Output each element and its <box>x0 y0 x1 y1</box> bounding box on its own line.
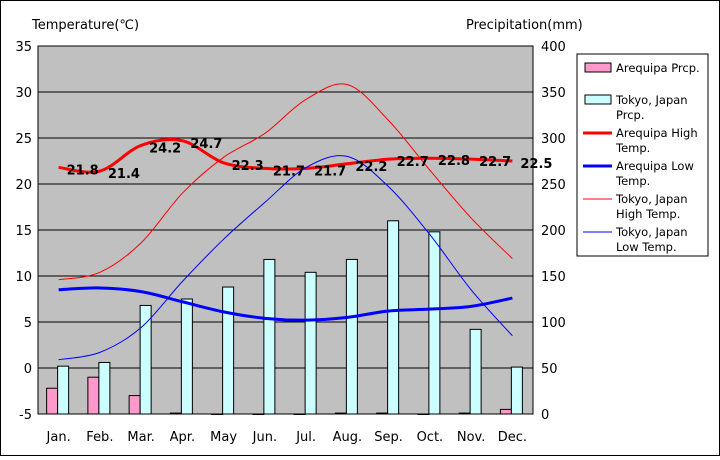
x-tick-label: Apr. <box>170 430 195 445</box>
left-tick-label: 30 <box>15 86 32 101</box>
bar <box>458 412 471 415</box>
bar <box>293 413 306 415</box>
bar <box>169 412 182 415</box>
bar <box>252 413 265 415</box>
left-tick-label: 5 <box>24 316 32 331</box>
data-label: 24.7 <box>190 137 222 152</box>
legend-label: Temp. <box>615 174 650 188</box>
left-tick-label: -5 <box>19 408 32 423</box>
legend-swatch <box>584 62 612 73</box>
bar <box>499 408 512 415</box>
data-label: 21.8 <box>67 163 99 178</box>
data-labels: 21.8 21.4 24.2 24.7 22.3 21.7 21.7 22.2 22.7 22.8… <box>67 137 553 182</box>
bar <box>376 412 389 415</box>
precipitation-bars <box>46 220 523 415</box>
left-axis-title: Temperature(℃) <box>31 18 139 33</box>
bar <box>128 395 141 415</box>
legend-label: Low Temp. <box>616 240 677 254</box>
legend-label: Arequipa Low <box>616 159 694 173</box>
legend-box <box>576 53 709 257</box>
bar <box>387 220 400 415</box>
x-axis-ticks: Jan. Feb. Mar. Apr. May Jun. Jul. Aug. Sep. Oct. N… <box>46 430 527 445</box>
x-tick-label: May <box>210 430 237 445</box>
bar <box>469 328 482 415</box>
bar <box>57 365 70 415</box>
right-tick-label: 350 <box>541 86 566 101</box>
series-line <box>58 155 513 361</box>
right-tick-label: 200 <box>541 224 566 239</box>
x-tick-label: Aug. <box>333 430 363 445</box>
x-tick-label: Feb. <box>86 430 113 445</box>
bar <box>139 304 152 415</box>
series-line <box>58 286 513 322</box>
data-label: 21.4 <box>108 167 140 182</box>
x-tick-label: Oct. <box>417 430 444 445</box>
bar <box>87 376 100 415</box>
legend: Arequipa Prcp.Tokyo, JapanPrcp.Arequipa … <box>583 61 700 254</box>
legend-swatch <box>584 94 612 105</box>
temperature-lines <box>58 83 513 361</box>
x-tick-label: Dec. <box>498 430 527 445</box>
left-tick-label: 15 <box>15 224 32 239</box>
right-tick-label: 0 <box>541 408 549 423</box>
legend-label: Arequipa Prcp. <box>616 61 700 75</box>
right-tick-label: 50 <box>541 362 558 377</box>
legend-label: Tokyo, Japan <box>615 192 688 206</box>
data-label: 22.3 <box>232 159 264 174</box>
left-tick-label: 10 <box>15 270 32 285</box>
data-label: 21.7 <box>273 164 305 179</box>
left-axis-ticks: 35 30 25 20 15 10 5 0 -5 <box>15 40 32 423</box>
x-tick-label: Jun. <box>252 430 277 445</box>
left-tick-label: 0 <box>24 362 32 377</box>
x-tick-label: Jan. <box>46 430 71 445</box>
series-line <box>58 138 513 174</box>
x-tick-label: Nov. <box>457 430 486 445</box>
data-label: 24.2 <box>149 141 181 156</box>
legend-label: Arequipa High <box>616 126 698 140</box>
bar <box>510 366 523 415</box>
bar <box>334 412 347 415</box>
bar <box>304 271 317 415</box>
data-label: 22.7 <box>397 155 429 170</box>
bar <box>428 231 441 415</box>
bar <box>417 413 430 415</box>
left-tick-label: 35 <box>15 40 32 55</box>
legend-label: Tokyo, Japan <box>615 225 688 239</box>
bar <box>180 298 193 415</box>
bar <box>345 258 358 415</box>
series-line <box>58 83 513 281</box>
data-label: 22.7 <box>479 155 511 170</box>
x-tick-label: Sep. <box>374 430 403 445</box>
data-label: 21.7 <box>314 164 346 179</box>
right-axis-ticks: 400 350 300 250 200 150 100 50 0 <box>541 40 566 423</box>
x-tick-label: Jul. <box>295 430 316 445</box>
data-label: 22.2 <box>355 160 387 175</box>
data-label: 22.5 <box>520 157 552 172</box>
legend-label: Temp. <box>615 141 650 155</box>
right-tick-label: 250 <box>541 178 566 193</box>
right-tick-label: 300 <box>541 132 566 147</box>
x-tick-label: Mar. <box>127 430 154 445</box>
legend-label: Tokyo, Japan <box>615 93 688 107</box>
right-tick-label: 100 <box>541 316 566 331</box>
right-axis-title: Precipitation(mm) <box>466 18 583 33</box>
legend-label: Prcp. <box>616 108 645 122</box>
bar <box>263 258 276 415</box>
bar <box>46 387 59 415</box>
right-tick-label: 150 <box>541 270 566 285</box>
right-tick-label: 400 <box>541 40 566 55</box>
legend-label: High Temp. <box>616 207 680 221</box>
left-tick-label: 20 <box>15 178 32 193</box>
bar <box>98 361 111 415</box>
left-tick-label: 25 <box>15 132 32 147</box>
data-label: 22.8 <box>438 154 470 169</box>
bar <box>222 286 235 415</box>
bar <box>211 413 224 415</box>
